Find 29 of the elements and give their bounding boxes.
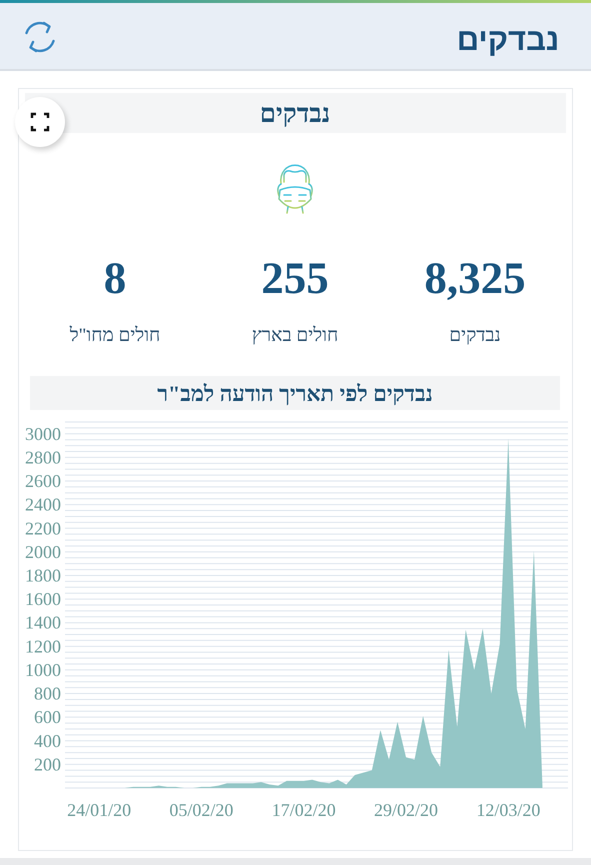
y-tick-label: 800 <box>34 684 61 704</box>
y-tick-label: 1000 <box>25 660 61 680</box>
text: 8,325 <box>424 253 526 303</box>
text: 8 <box>104 253 126 303</box>
text: נבדקים <box>449 325 501 346</box>
y-tick-label: 200 <box>34 754 61 774</box>
text: חולים בארץ <box>252 325 338 346</box>
y-tick-label: 1400 <box>25 612 61 633</box>
x-tick-label: 24/01/20 <box>67 800 132 820</box>
x-tick-label: 17/02/20 <box>272 800 336 820</box>
x-tick-label: 29/02/20 <box>374 800 438 820</box>
y-tick-label: 3000 <box>25 424 61 444</box>
y-tick-label: 2600 <box>25 471 61 492</box>
y-tick-label: 1800 <box>25 565 61 586</box>
text: 255 <box>261 253 329 303</box>
y-tick-label: 2400 <box>25 494 61 515</box>
y-tick-label: 2000 <box>25 542 61 562</box>
chart-title: נבדקים לפי תאריך הודעה למב"ר <box>157 381 433 406</box>
y-tick-label: 400 <box>34 730 61 751</box>
text: נבדקים <box>456 22 560 57</box>
y-tick-label: 600 <box>34 707 61 728</box>
text: נבדקים <box>260 99 330 128</box>
y-tick-label: 1200 <box>25 636 61 656</box>
text: חולים מחו"ל <box>68 325 160 346</box>
x-tick-label: 12/03/20 <box>476 800 540 820</box>
y-tick-label: 1600 <box>25 589 61 610</box>
y-tick-label: 2200 <box>25 518 61 538</box>
x-tick-label: 05/02/20 <box>169 800 234 820</box>
y-tick-label: 2800 <box>25 447 61 468</box>
